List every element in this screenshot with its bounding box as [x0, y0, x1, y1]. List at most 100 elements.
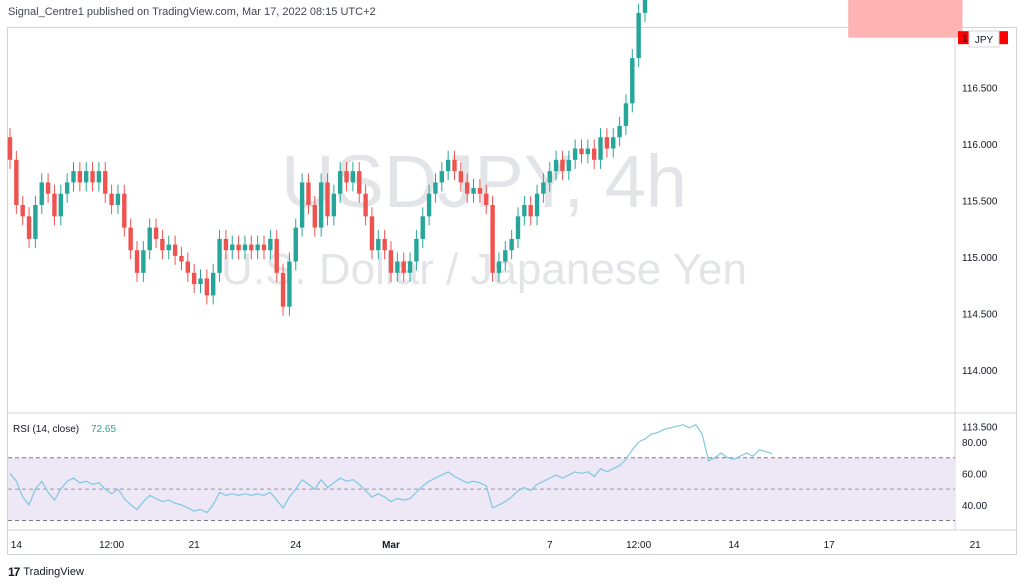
candle-body — [318, 182, 324, 228]
candle-body — [350, 171, 356, 183]
candle-body — [230, 244, 235, 251]
loss-zone — [848, 0, 963, 38]
candle-body — [217, 238, 222, 273]
publisher-header: Signal_Centre1 published on TradingView.… — [8, 6, 376, 18]
tradingview-logo-icon: 17 — [8, 565, 20, 579]
price-axis[interactable]: 120.000119.500118.500118.000116.500116.0… — [8, 0, 1016, 531]
candle-body — [547, 171, 552, 183]
time-tick-label: Mar — [382, 540, 400, 551]
tradingview-footer[interactable]: 17 TradingView — [8, 565, 84, 579]
price-tick-label: 116.000 — [962, 140, 998, 151]
chart-frame — [7, 27, 1017, 555]
rsi-tick-label: 40.00 — [962, 501, 987, 512]
candle-body — [64, 182, 70, 194]
candle-body — [338, 171, 343, 194]
candle-body — [407, 261, 413, 273]
candle-body — [604, 137, 610, 149]
candle-body — [287, 261, 292, 307]
rsi-pane: 80.00 60.00 40.00 — [8, 423, 987, 521]
candle-body — [7, 137, 13, 160]
candle-body — [452, 159, 457, 172]
candlestick-series — [7, 0, 648, 316]
candle-body — [33, 205, 38, 239]
candle-body — [433, 182, 438, 194]
candle-body — [553, 159, 559, 172]
candle-body — [357, 171, 362, 194]
candle-body — [20, 205, 25, 217]
time-tick-label: 12:00 — [99, 540, 124, 551]
candle-body — [630, 58, 635, 104]
candle-body — [401, 261, 406, 273]
candle-body — [147, 227, 152, 251]
candle-body — [522, 205, 527, 217]
candle-body — [376, 238, 381, 251]
candle-body — [344, 171, 349, 183]
candle-body — [439, 171, 444, 183]
candle-body — [503, 250, 508, 262]
candle-body — [26, 216, 32, 239]
position-tool[interactable] — [848, 0, 963, 38]
time-tick-label: 7 — [547, 540, 553, 551]
candle-body — [293, 227, 298, 262]
candle-body — [490, 205, 495, 273]
candle-body — [541, 182, 546, 194]
candle-body — [426, 193, 432, 217]
candle-body — [496, 261, 502, 273]
candle-body — [52, 193, 57, 217]
candle-body — [572, 148, 578, 160]
candle-body — [153, 227, 159, 239]
candle-body — [261, 244, 267, 251]
candle-body — [268, 238, 273, 251]
candle-body — [598, 137, 603, 160]
candle-body — [249, 244, 254, 251]
symbol-watermark: USDJPY, 4h U.S. Dollar / Japanese Yen — [221, 140, 747, 294]
candle-body — [325, 182, 330, 217]
candle-body — [141, 250, 146, 273]
candle-body — [115, 193, 121, 206]
candle-body — [191, 272, 197, 285]
candle-body — [160, 238, 165, 251]
time-axis[interactable]: 14 12:00 21 24 Mar 7 12:00 14 17 21 — [11, 540, 981, 551]
candle-body — [515, 216, 521, 239]
candle-body — [58, 193, 63, 217]
candle-body — [306, 182, 311, 206]
candle-body — [477, 188, 483, 194]
candle-body — [420, 216, 425, 239]
candle-body — [395, 261, 400, 273]
price-tick-label: 116.500 — [962, 84, 998, 95]
candle-body — [185, 261, 190, 273]
candle-body — [128, 227, 133, 251]
candle-body — [528, 205, 533, 217]
candle-body — [388, 250, 394, 273]
time-tick-label: 14 — [11, 540, 23, 551]
trading-chart[interactable]: USDJPY, 4h U.S. Dollar / Japanese Yen 12… — [0, 0, 1024, 560]
candle-body — [109, 193, 114, 206]
time-tick-label: 21 — [189, 540, 201, 551]
candle-body — [471, 188, 476, 194]
candle-body — [465, 182, 470, 194]
time-tick-label: 14 — [728, 540, 740, 551]
candle-body — [39, 182, 44, 206]
candle-body — [484, 193, 489, 206]
rsi-tick-label: 80.00 — [962, 438, 987, 449]
candle-body — [90, 171, 95, 183]
candle-body — [560, 159, 565, 172]
watermark-name: U.S. Dollar / Japanese Yen — [221, 245, 747, 294]
candle-body — [636, 12, 641, 59]
tradingview-brand: TradingView — [23, 566, 84, 578]
candle-body — [236, 244, 241, 251]
candle-body — [382, 238, 387, 251]
candle-body — [255, 244, 260, 251]
price-tick-label: 115.500 — [962, 197, 998, 208]
candle-body — [45, 182, 51, 194]
candle-body — [592, 148, 597, 160]
rsi-indicator-label: RSI (14, close) — [13, 424, 79, 435]
rsi-value-label: 72.65 — [91, 424, 116, 435]
candle-body — [122, 193, 127, 228]
time-tick-label: 21 — [970, 540, 982, 551]
candle-body — [458, 171, 464, 183]
candle-body — [585, 148, 591, 155]
price-tick-label: 114.000 — [962, 366, 998, 377]
candle-body — [331, 193, 337, 217]
currency-badge[interactable] — [968, 30, 1000, 48]
